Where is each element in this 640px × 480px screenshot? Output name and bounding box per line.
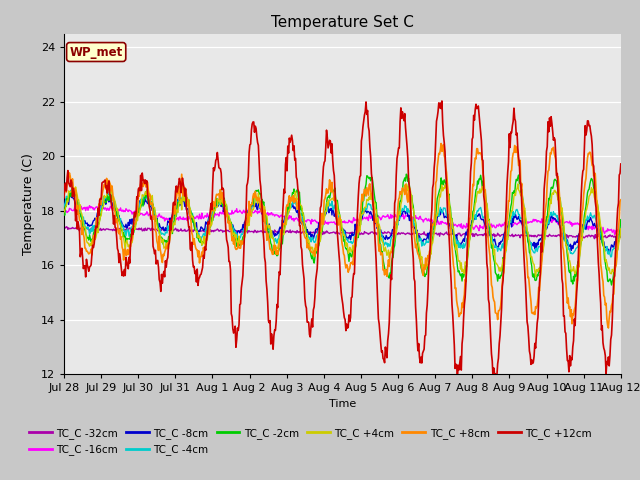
Title: Temperature Set C: Temperature Set C xyxy=(271,15,414,30)
Text: WP_met: WP_met xyxy=(70,46,123,59)
Legend: TC_C -32cm, TC_C -16cm, TC_C -8cm, TC_C -4cm, TC_C -2cm, TC_C +4cm, TC_C +8cm, T: TC_C -32cm, TC_C -16cm, TC_C -8cm, TC_C … xyxy=(25,424,596,459)
Y-axis label: Temperature (C): Temperature (C) xyxy=(22,153,35,255)
X-axis label: Time: Time xyxy=(329,399,356,409)
